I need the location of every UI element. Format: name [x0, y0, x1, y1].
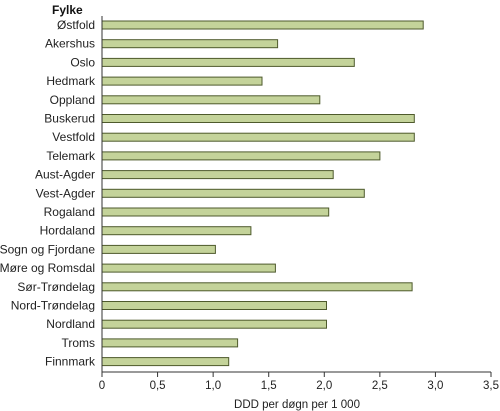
category-label: Troms: [61, 336, 95, 350]
category-label: Hordaland: [40, 224, 95, 238]
bar-finnmark: [101, 357, 230, 367]
bar-hedmark: [101, 76, 263, 86]
category-label: Nord-Trøndelag: [11, 299, 95, 313]
category-label: Sør-Trøndelag: [17, 280, 95, 294]
bar-rogaland: [101, 207, 330, 217]
bar-buskerud: [101, 114, 415, 123]
category-label: Buskerud: [44, 112, 95, 126]
bar-akershus: [101, 39, 279, 49]
category-labels: Østfold Akershus Oslo Hedmark Oppland Buskeru…: [0, 18, 96, 369]
bar-vestfold: [101, 132, 415, 142]
x-tick-label: 3,0: [427, 380, 443, 392]
bar-hordaland: [101, 226, 252, 236]
x-tick-label: 0,5: [150, 380, 166, 392]
bar-østfold: [101, 20, 424, 30]
bar-telemark: [101, 151, 381, 161]
bars-group: [101, 20, 424, 367]
x-tick-label: 3,5: [483, 380, 499, 392]
category-label: Nordland: [46, 317, 95, 331]
x-tick-label: 0: [99, 380, 105, 392]
category-label: Møre og Romsdal: [0, 261, 95, 275]
x-axis-title: DDD per døgn per 1 000: [234, 399, 360, 411]
bar-troms: [101, 338, 239, 348]
x-tick-label: 1,5: [261, 380, 277, 392]
category-label: Oslo: [70, 55, 95, 69]
x-tick-label: 2,0: [316, 380, 332, 392]
category-label: Sogn og Fjordane: [0, 242, 95, 256]
category-label: Oppland: [50, 93, 95, 107]
category-label: Vestfold: [52, 130, 95, 144]
category-label: Hedmark: [46, 74, 96, 88]
bar-aust-agder: [101, 170, 334, 180]
bar-nordland: [101, 319, 327, 329]
bar-oppland: [101, 95, 321, 105]
x-tick-label: 2,5: [372, 380, 388, 392]
category-header: Fylke: [52, 3, 83, 17]
category-label: Telemark: [46, 149, 96, 163]
category-label: Finnmark: [45, 355, 96, 369]
bar-nord-trøndelag: [101, 301, 327, 310]
category-label: Aust-Agder: [35, 168, 95, 182]
category-label: Vest-Agder: [36, 186, 95, 200]
bar-oslo: [101, 57, 355, 67]
category-label: Akershus: [45, 37, 95, 51]
bar-møre-og-romsdal: [101, 263, 276, 273]
x-tick-label: 1,0: [205, 380, 221, 392]
bar-vest-agder: [101, 188, 365, 198]
x-ticks: 0 0,5 1,0 1,5 2,0 2,5 3,0 3,5: [99, 372, 499, 392]
category-label: Østfold: [57, 18, 95, 32]
bar-sør-trøndelag: [101, 282, 413, 292]
category-label: Rogaland: [44, 205, 95, 219]
bar-sogn-og-fjordane: [101, 244, 216, 254]
